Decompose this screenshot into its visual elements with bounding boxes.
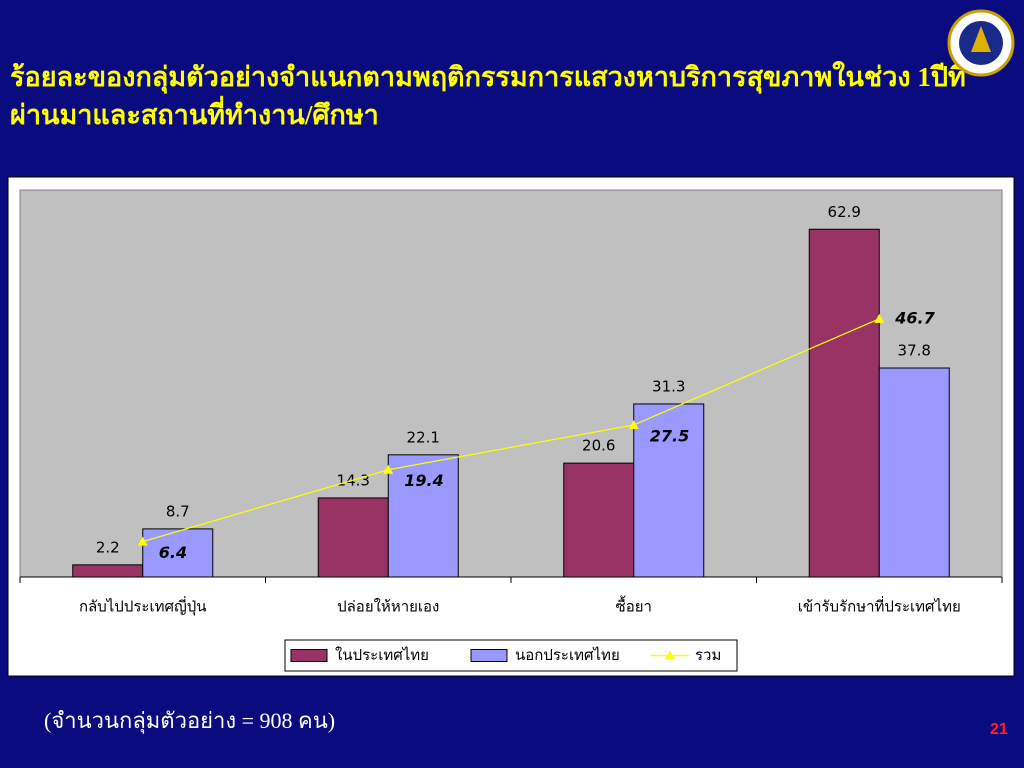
- legend-swatch: [470, 649, 508, 662]
- value-label: 37.8: [898, 342, 931, 360]
- value-label: 8.7: [166, 502, 190, 520]
- line-marker: [137, 536, 148, 546]
- bar: [142, 528, 214, 578]
- x-tick-label: กลับไปประเทศญี่ปุ่น: [79, 596, 207, 617]
- value-label: 19.4: [404, 471, 443, 490]
- value-label: 31.3: [652, 377, 685, 395]
- bar: [633, 403, 705, 578]
- x-tick-label: ปล่อยให้หายเอง: [337, 598, 439, 616]
- page-number: 21: [990, 721, 1008, 738]
- footnote: (จำนวนกลุ่มตัวอย่าง = 908 คน): [44, 708, 336, 733]
- line-marker: [874, 313, 885, 323]
- legend-label: รวม: [695, 646, 721, 664]
- value-label: 2.2: [96, 538, 120, 556]
- bar: [563, 462, 635, 578]
- x-tick-label: ซื้อยา: [616, 596, 652, 616]
- chart: กลับไปประเทศญี่ปุ่น ปล่อยให้หายเอง ซื้อยา เ…: [7, 9, 1015, 677]
- value-label: 46.7: [894, 308, 935, 327]
- legend-label: ในประเทศไทย: [335, 646, 429, 664]
- value-label: 22.1: [407, 428, 440, 446]
- bar: [317, 497, 389, 578]
- legend-swatch: [290, 649, 328, 662]
- line-marker: [383, 464, 394, 474]
- value-label: 6.4: [159, 543, 187, 562]
- value-label: 27.5: [650, 426, 689, 445]
- bar: [387, 454, 459, 578]
- bar: [72, 564, 144, 578]
- line-marker: [628, 419, 639, 429]
- slide-title: ร้อยละของกลุ่มตัวอย่างจำแนกตามพฤติกรรมกา…: [10, 62, 966, 130]
- line: [142, 318, 880, 543]
- value-label: 20.6: [582, 437, 615, 455]
- value-label: 62.9: [828, 203, 861, 221]
- logo: [947, 9, 1015, 77]
- bar: [808, 228, 880, 578]
- x-tick-label: เข้ารับรักษาที่ประเทศไทย: [798, 596, 961, 616]
- bar: [878, 367, 950, 578]
- legend-label: นอกประเทศไทย: [515, 646, 620, 664]
- legend-swatch: [665, 650, 675, 660]
